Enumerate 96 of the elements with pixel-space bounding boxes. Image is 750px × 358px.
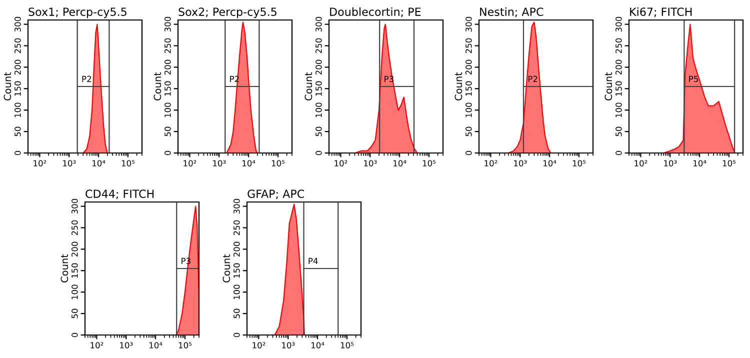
y-tick-label: 200 bbox=[616, 60, 622, 75]
y-axis-title: Count bbox=[4, 72, 12, 100]
chart-title: GFAP; APC bbox=[248, 190, 304, 200]
x-tick-label: 10⁴ bbox=[242, 160, 256, 166]
x-tick-label: 10³ bbox=[120, 342, 133, 348]
y-tick-label: 100 bbox=[466, 102, 472, 118]
x-tick-label: 10⁴ bbox=[149, 342, 162, 348]
y-tick-label: 100 bbox=[316, 102, 322, 118]
y-tick-label: 0 bbox=[316, 150, 322, 156]
chart-title: Doublecortin; PE bbox=[330, 7, 421, 18]
y-tick-label: 200 bbox=[234, 242, 240, 257]
ref-line-label: P4 bbox=[308, 258, 318, 264]
y-tick-label: 100 bbox=[164, 102, 171, 118]
y-tick-label: 100 bbox=[72, 284, 78, 300]
y-tick-label: 100 bbox=[616, 102, 622, 118]
y-tick-label: 300 bbox=[234, 198, 240, 214]
y-tick-label: 50 bbox=[72, 308, 78, 318]
y-tick-label: 50 bbox=[234, 308, 240, 318]
y-tick-label: 50 bbox=[316, 126, 322, 136]
y-tick-label: 150 bbox=[466, 81, 472, 96]
x-tick-label: 10³ bbox=[213, 160, 226, 166]
y-tick-label: 250 bbox=[466, 38, 472, 54]
x-tick-label: 10⁵ bbox=[422, 160, 436, 166]
y-tick-label: 150 bbox=[316, 81, 322, 96]
x-tick-label: 10⁴ bbox=[693, 160, 706, 166]
y-tick-label: 0 bbox=[234, 332, 240, 338]
y-tick-label: 300 bbox=[14, 16, 21, 32]
y-tick-label: 200 bbox=[466, 60, 472, 75]
x-tick-label: 10⁴ bbox=[543, 160, 556, 166]
chart-title: Nestin; APC bbox=[480, 7, 544, 18]
y-tick-label: 250 bbox=[164, 38, 171, 54]
y-tick-label: 200 bbox=[164, 60, 171, 75]
x-tick-label: 10² bbox=[252, 342, 266, 348]
y-tick-label: 300 bbox=[616, 16, 622, 32]
y-tick-label: 150 bbox=[72, 263, 78, 278]
x-tick-label: 10⁵ bbox=[340, 342, 354, 348]
y-axis-title: Count bbox=[604, 72, 612, 100]
x-tick-label: 10² bbox=[634, 160, 648, 166]
y-tick-label: 250 bbox=[72, 220, 78, 236]
x-tick-label: 10³ bbox=[282, 342, 295, 348]
y-tick-label: 200 bbox=[14, 60, 21, 75]
y-axis-title: Count bbox=[454, 72, 462, 100]
x-tick-label: 10³ bbox=[664, 160, 677, 166]
x-tick-label: 10⁵ bbox=[572, 160, 586, 166]
x-tick-label: 10⁴ bbox=[92, 160, 106, 166]
y-tick-label: 300 bbox=[466, 16, 472, 32]
y-tick-label: 50 bbox=[14, 126, 21, 136]
y-tick-label: 150 bbox=[616, 81, 622, 96]
y-axis-title: Count bbox=[222, 254, 230, 282]
y-tick-label: 0 bbox=[164, 150, 171, 156]
x-tick-label: 10² bbox=[34, 160, 46, 166]
y-axis-title: Count bbox=[304, 72, 312, 100]
x-tick-label: 10² bbox=[90, 342, 104, 348]
x-tick-label: 10³ bbox=[514, 160, 527, 166]
chart-title: Sox2; Percp-cy5.5 bbox=[178, 8, 276, 18]
y-tick-label: 0 bbox=[616, 150, 622, 156]
x-tick-label: 10⁵ bbox=[122, 160, 135, 166]
y-tick-label: 50 bbox=[466, 126, 472, 136]
x-tick-label: 10⁴ bbox=[311, 342, 324, 348]
chart-title: CD44; FITCH bbox=[86, 190, 154, 200]
y-tick-label: 300 bbox=[72, 198, 78, 214]
y-tick-label: 200 bbox=[316, 60, 322, 75]
x-tick-label: 10² bbox=[184, 160, 196, 166]
y-tick-label: 150 bbox=[164, 81, 171, 96]
y-tick-label: 100 bbox=[14, 102, 21, 118]
x-tick-label: 10³ bbox=[63, 160, 76, 166]
y-tick-label: 200 bbox=[72, 242, 78, 257]
y-tick-label: 150 bbox=[234, 263, 240, 278]
x-tick-label: 10² bbox=[484, 160, 498, 166]
y-tick-label: 250 bbox=[316, 38, 322, 54]
y-tick-label: 0 bbox=[466, 150, 472, 156]
y-tick-label: 0 bbox=[14, 150, 21, 156]
y-tick-label: 150 bbox=[14, 81, 21, 96]
y-axis-title: Count bbox=[154, 72, 162, 100]
x-tick-label: 10⁵ bbox=[722, 160, 736, 166]
ref-line-label: P2 bbox=[82, 76, 91, 82]
ref-line-label: P2 bbox=[528, 76, 538, 82]
y-tick-label: 50 bbox=[164, 126, 171, 136]
y-tick-label: 250 bbox=[14, 38, 21, 54]
x-tick-label: 10² bbox=[334, 160, 348, 166]
y-tick-label: 300 bbox=[164, 16, 171, 32]
chart-title: Ki67; FITCH bbox=[630, 7, 692, 18]
ref-line-label: P3 bbox=[384, 76, 394, 82]
y-tick-label: 50 bbox=[616, 126, 622, 136]
x-tick-label: 10⁵ bbox=[178, 342, 192, 348]
x-tick-label: 10⁵ bbox=[272, 160, 285, 166]
y-tick-label: 0 bbox=[72, 332, 78, 338]
chart-title: Sox1; Percp-cy5.5 bbox=[28, 8, 126, 18]
ref-line-label: P5 bbox=[689, 76, 698, 82]
x-tick-label: 10³ bbox=[364, 160, 377, 166]
y-tick-label: 250 bbox=[234, 220, 240, 236]
y-tick-label: 250 bbox=[616, 38, 622, 54]
y-tick-label: 300 bbox=[316, 16, 322, 32]
x-tick-label: 10⁴ bbox=[393, 160, 406, 166]
y-tick-label: 100 bbox=[234, 284, 240, 300]
y-axis-title: Count bbox=[60, 254, 68, 282]
